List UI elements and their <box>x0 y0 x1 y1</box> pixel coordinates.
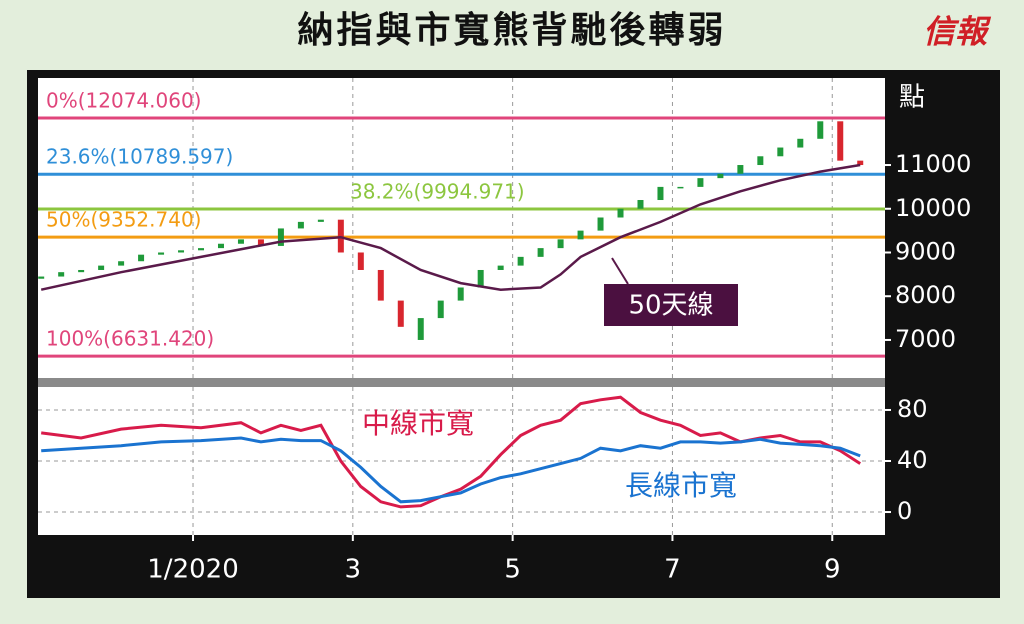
price-panel <box>38 78 885 378</box>
candle <box>237 239 244 244</box>
candle <box>697 178 704 187</box>
y-tick-label: 10000 <box>895 194 971 222</box>
fib-label: 38.2%(9994.971) <box>350 179 525 203</box>
candle <box>78 269 85 273</box>
fib-label: 0%(12074.060) <box>46 89 202 113</box>
y-tick-label: 8000 <box>895 281 956 309</box>
candle <box>577 230 584 240</box>
logo: 信報 <box>923 13 992 51</box>
candle <box>737 165 744 174</box>
candle <box>437 300 444 319</box>
y-tick-label: 40 <box>897 446 928 474</box>
candle <box>477 269 484 288</box>
candle <box>857 160 864 166</box>
candle <box>38 276 45 279</box>
fib-label: 50%(9352.740) <box>46 208 202 232</box>
ma-line <box>40 163 861 291</box>
candle <box>178 250 185 253</box>
x-tick-label: 7 <box>664 555 681 585</box>
candle <box>657 186 664 201</box>
candle <box>837 121 844 161</box>
chart-title: 納指與市寬熊背馳後轉弱 <box>297 10 726 51</box>
y-tick-label: 0 <box>897 497 912 525</box>
candle <box>158 252 165 255</box>
candle <box>457 287 464 301</box>
annotation-box <box>604 284 738 326</box>
candle <box>217 243 224 249</box>
breadth-line <box>41 436 861 504</box>
candle <box>277 228 284 246</box>
candle <box>497 265 504 270</box>
candle <box>597 217 604 231</box>
candle <box>797 138 804 148</box>
annotation-arrow <box>611 257 629 285</box>
legend-label: 長線市寬 <box>625 469 737 502</box>
candle <box>537 248 544 257</box>
unit-label: 點 <box>899 83 925 113</box>
candle <box>118 261 125 266</box>
candle <box>617 208 624 218</box>
candle <box>777 147 784 157</box>
candle <box>417 318 424 340</box>
legend-label: 中線市寬 <box>362 407 474 440</box>
candle <box>557 239 564 249</box>
candle <box>98 265 105 270</box>
candle <box>377 269 384 301</box>
candle <box>297 221 304 229</box>
y-tick-label: 7000 <box>895 325 956 353</box>
candle <box>757 156 764 166</box>
candle <box>397 300 404 327</box>
candle <box>357 252 364 270</box>
x-tick-label: 9 <box>824 555 841 585</box>
candle <box>717 173 724 179</box>
candle <box>138 254 145 262</box>
x-tick-label: 5 <box>504 555 521 585</box>
candle <box>317 219 324 222</box>
fib-label: 100%(6631.420) <box>46 327 214 351</box>
candle <box>58 272 65 277</box>
y-tick-label: 80 <box>897 395 928 423</box>
legend-label: 50天線 <box>628 291 713 321</box>
candle <box>198 248 205 251</box>
x-tick-label: 1/2020 <box>147 555 238 585</box>
x-tick-label: 3 <box>345 555 362 585</box>
candle <box>637 200 644 209</box>
candle <box>817 121 824 139</box>
y-tick-label: 11000 <box>895 150 971 178</box>
y-tick-label: 9000 <box>895 237 956 265</box>
fib-label: 23.6%(10789.597) <box>46 145 233 169</box>
candle <box>677 186 684 189</box>
candle <box>517 256 524 266</box>
panel-divider <box>38 378 885 387</box>
candle <box>257 239 264 246</box>
